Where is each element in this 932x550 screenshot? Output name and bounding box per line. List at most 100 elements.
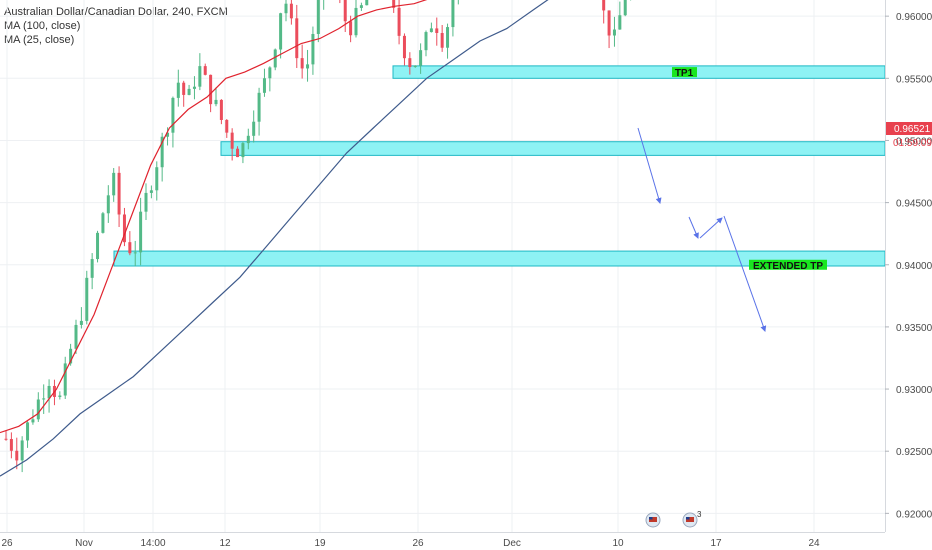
candle-body: [128, 242, 132, 254]
candle-body: [289, 3, 293, 19]
candle-body: [354, 7, 358, 36]
candle-body: [359, 5, 363, 8]
flag-canton: [686, 517, 690, 520]
tp1-label: TP1: [675, 68, 694, 79]
candle-body: [295, 18, 299, 59]
candle-body: [166, 132, 170, 137]
candles: [4, 0, 632, 473]
candle-body: [311, 33, 315, 65]
projection-arrow: [699, 217, 723, 239]
candle-body: [408, 58, 412, 67]
candle-body: [440, 32, 444, 48]
candle-body: [203, 66, 207, 75]
candle-body: [429, 28, 433, 33]
candle-body: [300, 58, 304, 69]
price-axis-label: 0.92000: [896, 509, 932, 520]
price-axis-label: 0.94500: [896, 199, 932, 210]
candle-body: [343, 0, 347, 22]
tp1-label-bg: [672, 67, 697, 78]
time-axis-label: 24: [808, 538, 820, 549]
flag-stripe: [649, 517, 657, 522]
candle-body: [182, 82, 186, 95]
candle-body: [424, 32, 428, 51]
candle-body: [74, 324, 78, 349]
current-price-tag: [886, 122, 932, 135]
candle-body: [101, 213, 105, 233]
candle-body: [117, 172, 121, 215]
candle-body: [36, 399, 40, 420]
candle-body: [392, 0, 396, 8]
candle-body: [122, 214, 126, 243]
candle-body: [451, 0, 455, 28]
candle-body: [241, 143, 245, 158]
moving-averages: [0, 0, 549, 477]
price-axis-label: 0.93500: [896, 323, 932, 334]
candle-body: [257, 92, 261, 122]
candle-body: [155, 167, 159, 191]
chart-title: Australian Dollar/Canadian Dollar, 240, …: [4, 6, 228, 18]
candle-body: [419, 50, 423, 66]
candle-body: [4, 438, 8, 440]
candle-body: [90, 259, 94, 278]
candle-body: [219, 99, 223, 120]
candle-body: [96, 232, 100, 260]
extended-tp-label: EXTENDED TP: [753, 261, 823, 272]
candle-body: [435, 28, 439, 33]
candle-body: [85, 277, 89, 321]
candle-body: [397, 7, 401, 36]
candle-body: [262, 78, 266, 93]
candle-body: [144, 192, 148, 212]
candle-body: [171, 97, 175, 133]
time-axis-label: 10: [612, 538, 624, 549]
time-axis-label: 14:00: [140, 538, 165, 549]
event-badges[interactable]: 3: [645, 510, 702, 528]
candle-body: [316, 0, 320, 34]
time-axis-label: 19: [314, 538, 326, 549]
candle-body: [79, 320, 83, 325]
time-axis-label: Dec: [503, 538, 521, 549]
candle-body: [214, 99, 218, 105]
extended-tp-label-bg: [749, 259, 827, 270]
candle-body: [42, 398, 46, 400]
ma-short-legend: MA (25, close): [4, 34, 75, 46]
candle-body: [149, 190, 153, 193]
candle-body: [268, 67, 272, 79]
price-axis-label: 0.95000: [896, 136, 932, 147]
flag-stripe: [686, 517, 694, 522]
ma-25-line: [0, 0, 428, 434]
candle-body: [31, 419, 35, 423]
candle-body: [246, 135, 250, 144]
candle-body: [106, 195, 110, 214]
ma-100-line: [0, 0, 549, 477]
zone-0.9494: [220, 141, 886, 156]
support-resistance-zones: [113, 65, 886, 267]
time-axis-label: 26: [1, 538, 13, 549]
candle-body: [306, 64, 310, 69]
candle-body: [160, 136, 164, 168]
price-axis[interactable]: 0.96000 0.95500 0.95000 0.94500 0.94000 0.935…: [885, 12, 932, 520]
zone-0.9555: [392, 65, 886, 79]
time-axis-label: 12: [219, 538, 231, 549]
price-axis-label: 0.92500: [896, 447, 932, 458]
candle-body: [230, 132, 234, 149]
current-price-value: 0.96521: [894, 124, 931, 135]
time-axis-label: 17: [710, 538, 722, 549]
time-axis-label: 26: [412, 538, 424, 549]
candle-body: [349, 21, 353, 36]
candle-body: [63, 363, 67, 396]
candle-body: [413, 65, 417, 67]
time-axis[interactable]: 26 Nov 14:00 12 19 26 Dec 10 17 24: [1, 538, 820, 549]
candle-body: [612, 29, 616, 36]
candle-body: [602, 0, 606, 11]
candle-body: [279, 13, 283, 50]
projection-arrow: [723, 215, 767, 332]
candle-body: [139, 211, 143, 253]
event-badge-count: 3: [697, 510, 702, 519]
price-axis-label: 0.96000: [896, 12, 932, 23]
candle-body: [252, 121, 256, 136]
countdown-timer: 01:59:09: [893, 138, 932, 149]
candle-body: [187, 88, 191, 95]
candle-body: [9, 438, 13, 451]
candle-body: [273, 49, 277, 68]
